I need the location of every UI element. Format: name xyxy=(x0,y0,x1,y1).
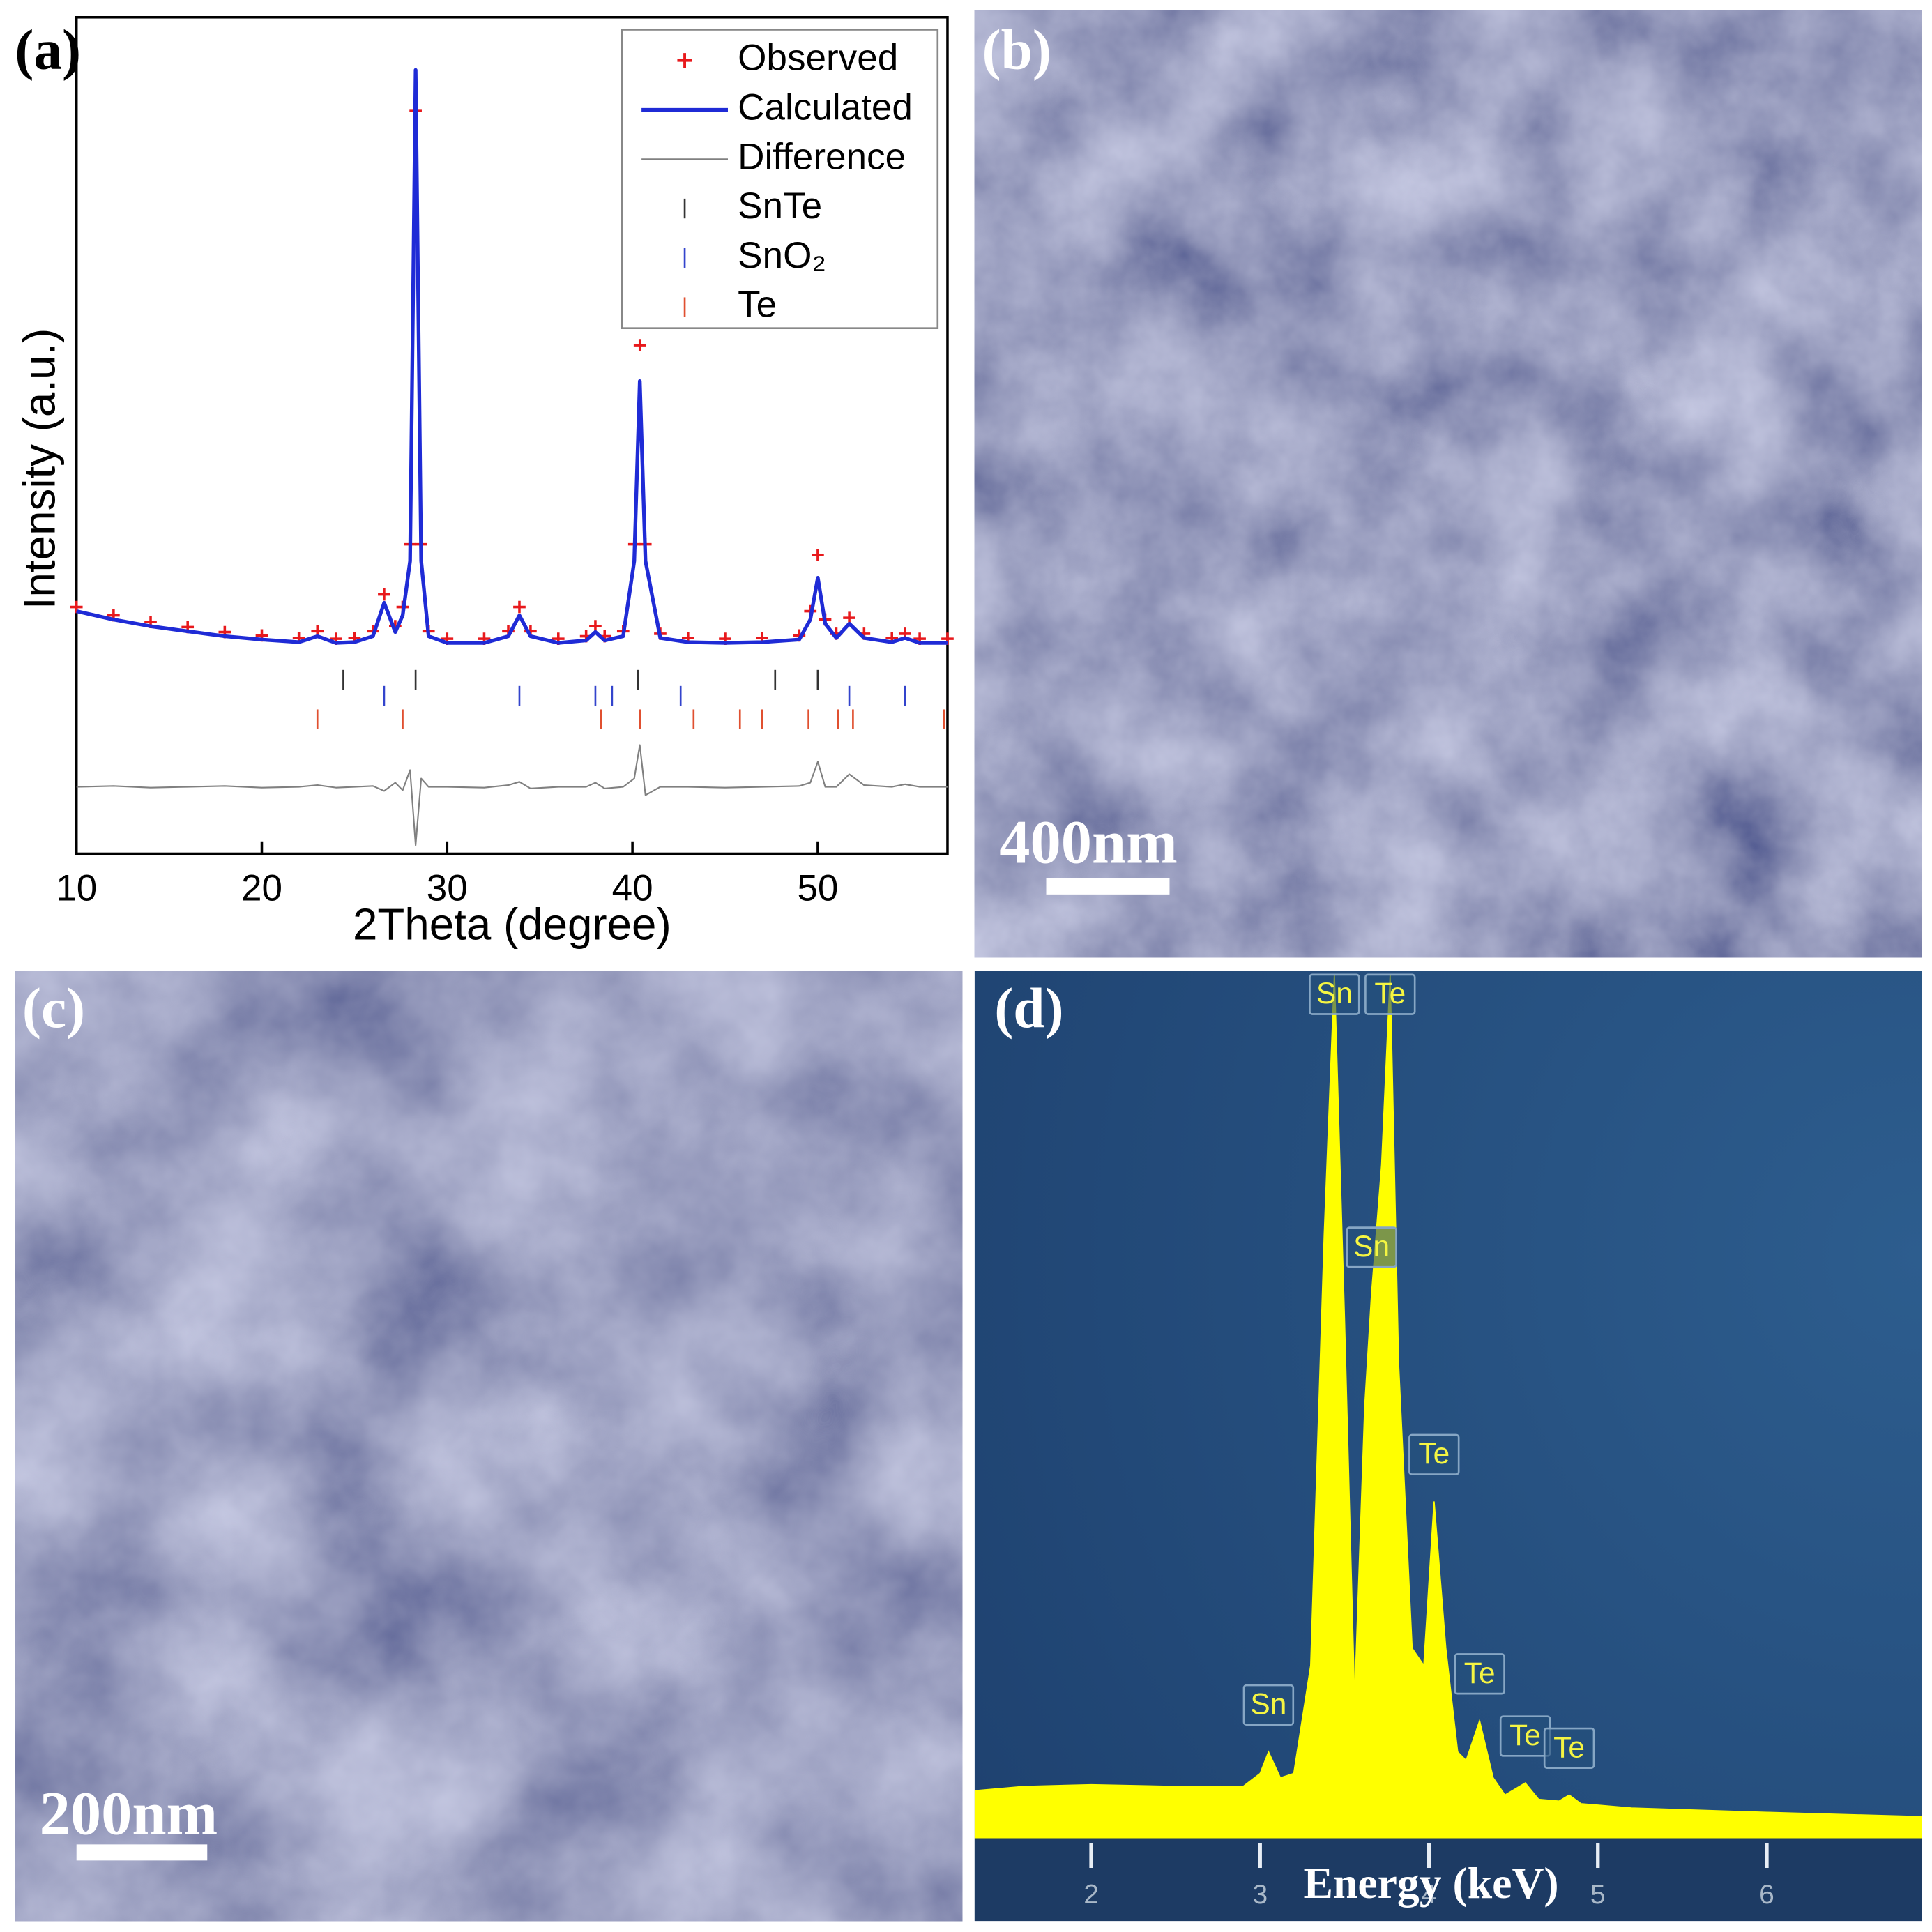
peak-label-box xyxy=(1408,1433,1460,1475)
axis-band xyxy=(974,1838,1922,1922)
observed-point xyxy=(513,600,526,614)
peak-label-box xyxy=(1543,1727,1595,1769)
legend-label: Calculated xyxy=(738,86,913,128)
panel-label: (a) xyxy=(15,17,81,81)
series-line xyxy=(76,68,948,645)
spectrum-area xyxy=(974,974,1922,1839)
peak-label: Te xyxy=(1509,1719,1541,1751)
peak-label: Te xyxy=(1553,1731,1585,1763)
panel-label: (d) xyxy=(994,976,1063,1040)
x-tick-label: 4 xyxy=(1422,1880,1437,1910)
y-axis-label: Intensity (a.u.) xyxy=(15,328,65,610)
panel-a: 10 20 30 40 50 2Theta (degree) Intensity (a.u.… xyxy=(15,16,954,949)
peak-label: Te xyxy=(1418,1437,1450,1470)
peak-label: Sn xyxy=(1250,1687,1286,1720)
x-tick-label: 40 xyxy=(612,868,653,909)
peak-label-box xyxy=(1309,973,1360,1015)
legend-label: Observed xyxy=(738,38,898,79)
observed-point xyxy=(70,600,83,614)
peak-label-box xyxy=(1454,1653,1505,1695)
scale-bar-label: 200nm xyxy=(40,1779,218,1848)
legend-label: SnO₂ xyxy=(738,235,826,276)
x-axis-label: 2Theta (degree) xyxy=(353,899,671,949)
panel-d: Sn Te Sn Te Te Sn Te Te 2 3 4 5 6 Energy (keV) (d) xyxy=(974,973,1922,1910)
series-line xyxy=(76,744,948,846)
x-tick-label: 6 xyxy=(1759,1880,1774,1910)
peak-label: Sn xyxy=(1316,977,1353,1010)
sem-image xyxy=(15,971,963,1922)
x-tick-label: 10 xyxy=(56,868,97,909)
peak-label-box xyxy=(1346,1226,1397,1268)
peak-label: Sn xyxy=(1353,1230,1390,1263)
x-tick-label: 3 xyxy=(1252,1880,1268,1910)
legend-symbol xyxy=(677,53,692,68)
panel-label: (c) xyxy=(22,976,85,1040)
scale-bar-label: 400nm xyxy=(999,809,1178,877)
peak-label: Te xyxy=(1374,977,1406,1010)
x-tick-label: 20 xyxy=(241,868,282,909)
legend-label: SnTe xyxy=(738,185,822,227)
sem-image xyxy=(974,10,1922,958)
peak-label: Te xyxy=(1464,1657,1496,1689)
x-tick-label: 50 xyxy=(797,868,838,909)
spectrum xyxy=(974,974,1922,1839)
observed-point xyxy=(378,588,390,601)
observed-point xyxy=(633,339,646,351)
image-labels: (b) 400nm (c) 200nm xyxy=(22,17,1178,1861)
legend-box xyxy=(621,29,939,330)
x-axis-label: Energy (keV) xyxy=(1304,1858,1559,1908)
scale-bar xyxy=(76,1844,208,1861)
legend-label: Te xyxy=(738,284,777,326)
panel-label: (b) xyxy=(982,17,1051,81)
observed-point xyxy=(812,549,824,562)
x-tick-label: 5 xyxy=(1590,1880,1606,1910)
peak-label-box xyxy=(1242,1684,1295,1726)
legend-label: Difference xyxy=(738,136,906,177)
peak-label-box xyxy=(1364,973,1416,1015)
x-tick-label: 2 xyxy=(1083,1880,1099,1910)
scale-bar xyxy=(1046,878,1170,895)
x-tick-label: 30 xyxy=(427,868,468,909)
